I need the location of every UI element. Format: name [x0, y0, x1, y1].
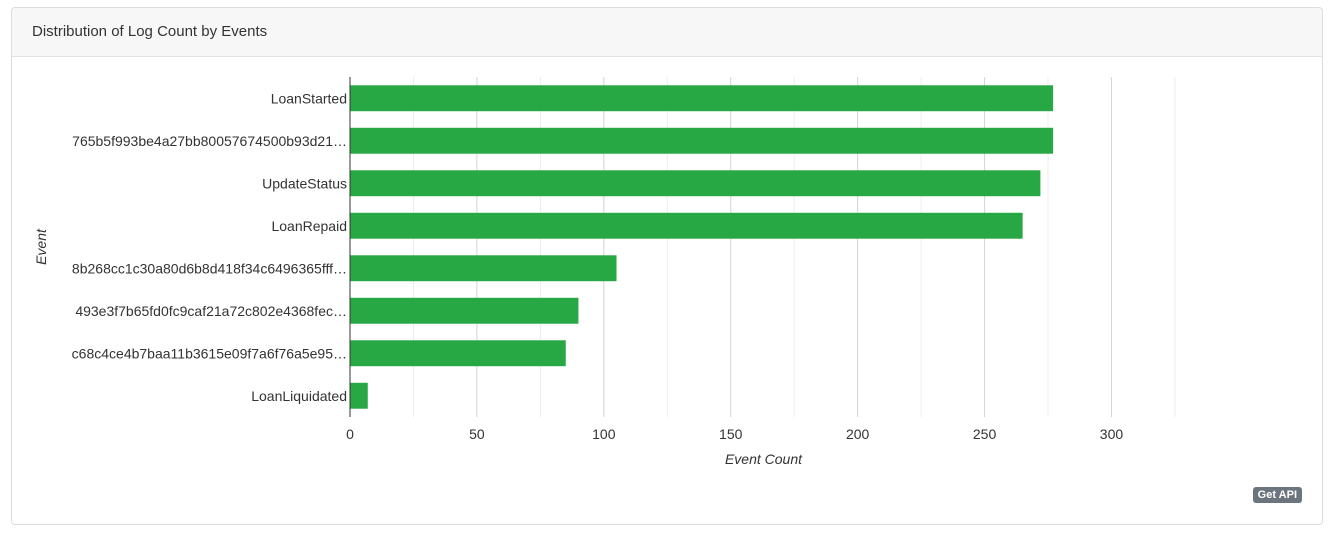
x-tick-label: 100 — [592, 426, 616, 442]
x-tick-label: 200 — [846, 426, 870, 442]
x-tick-label: 0 — [346, 426, 354, 442]
bar[interactable] — [350, 212, 1023, 239]
bar[interactable] — [350, 170, 1041, 197]
x-tick-label: 250 — [973, 426, 997, 442]
y-axis-title: Event — [33, 228, 49, 265]
bar[interactable] — [350, 382, 368, 409]
bar[interactable] — [350, 255, 617, 282]
bar[interactable] — [350, 127, 1054, 154]
category-label: LoanStarted — [271, 90, 347, 106]
category-label: LoanLiquidated — [251, 388, 347, 404]
card-title: Distribution of Log Count by Events — [12, 8, 1322, 57]
bar[interactable] — [350, 340, 566, 367]
category-label: 8b268cc1c30a80d6b8d418f34c6496365fff… — [72, 260, 347, 276]
category-label: UpdateStatus — [262, 175, 347, 191]
x-tick-label: 150 — [719, 426, 743, 442]
x-tick-label: 50 — [469, 426, 485, 442]
category-label: 493e3f7b65fd0fc9caf21a72c802e4368fec… — [75, 303, 347, 319]
category-label: LoanRepaid — [271, 218, 347, 234]
category-label: 765b5f993be4a27bb80057674500b93d21… — [72, 133, 347, 149]
bar[interactable] — [350, 297, 579, 324]
bar[interactable] — [350, 85, 1054, 112]
category-label: c68c4ce4b7baa11b3615e09f7a6f76a5e95… — [72, 345, 347, 361]
x-axis-title: Event Count — [725, 451, 803, 467]
get-api-button[interactable]: Get API — [1252, 487, 1302, 503]
x-tick-label: 300 — [1100, 426, 1124, 442]
bar-layer — [350, 85, 1054, 409]
label-layer: LoanStarted 765b5f993be4a27bb80057674500b… — [72, 90, 1124, 442]
